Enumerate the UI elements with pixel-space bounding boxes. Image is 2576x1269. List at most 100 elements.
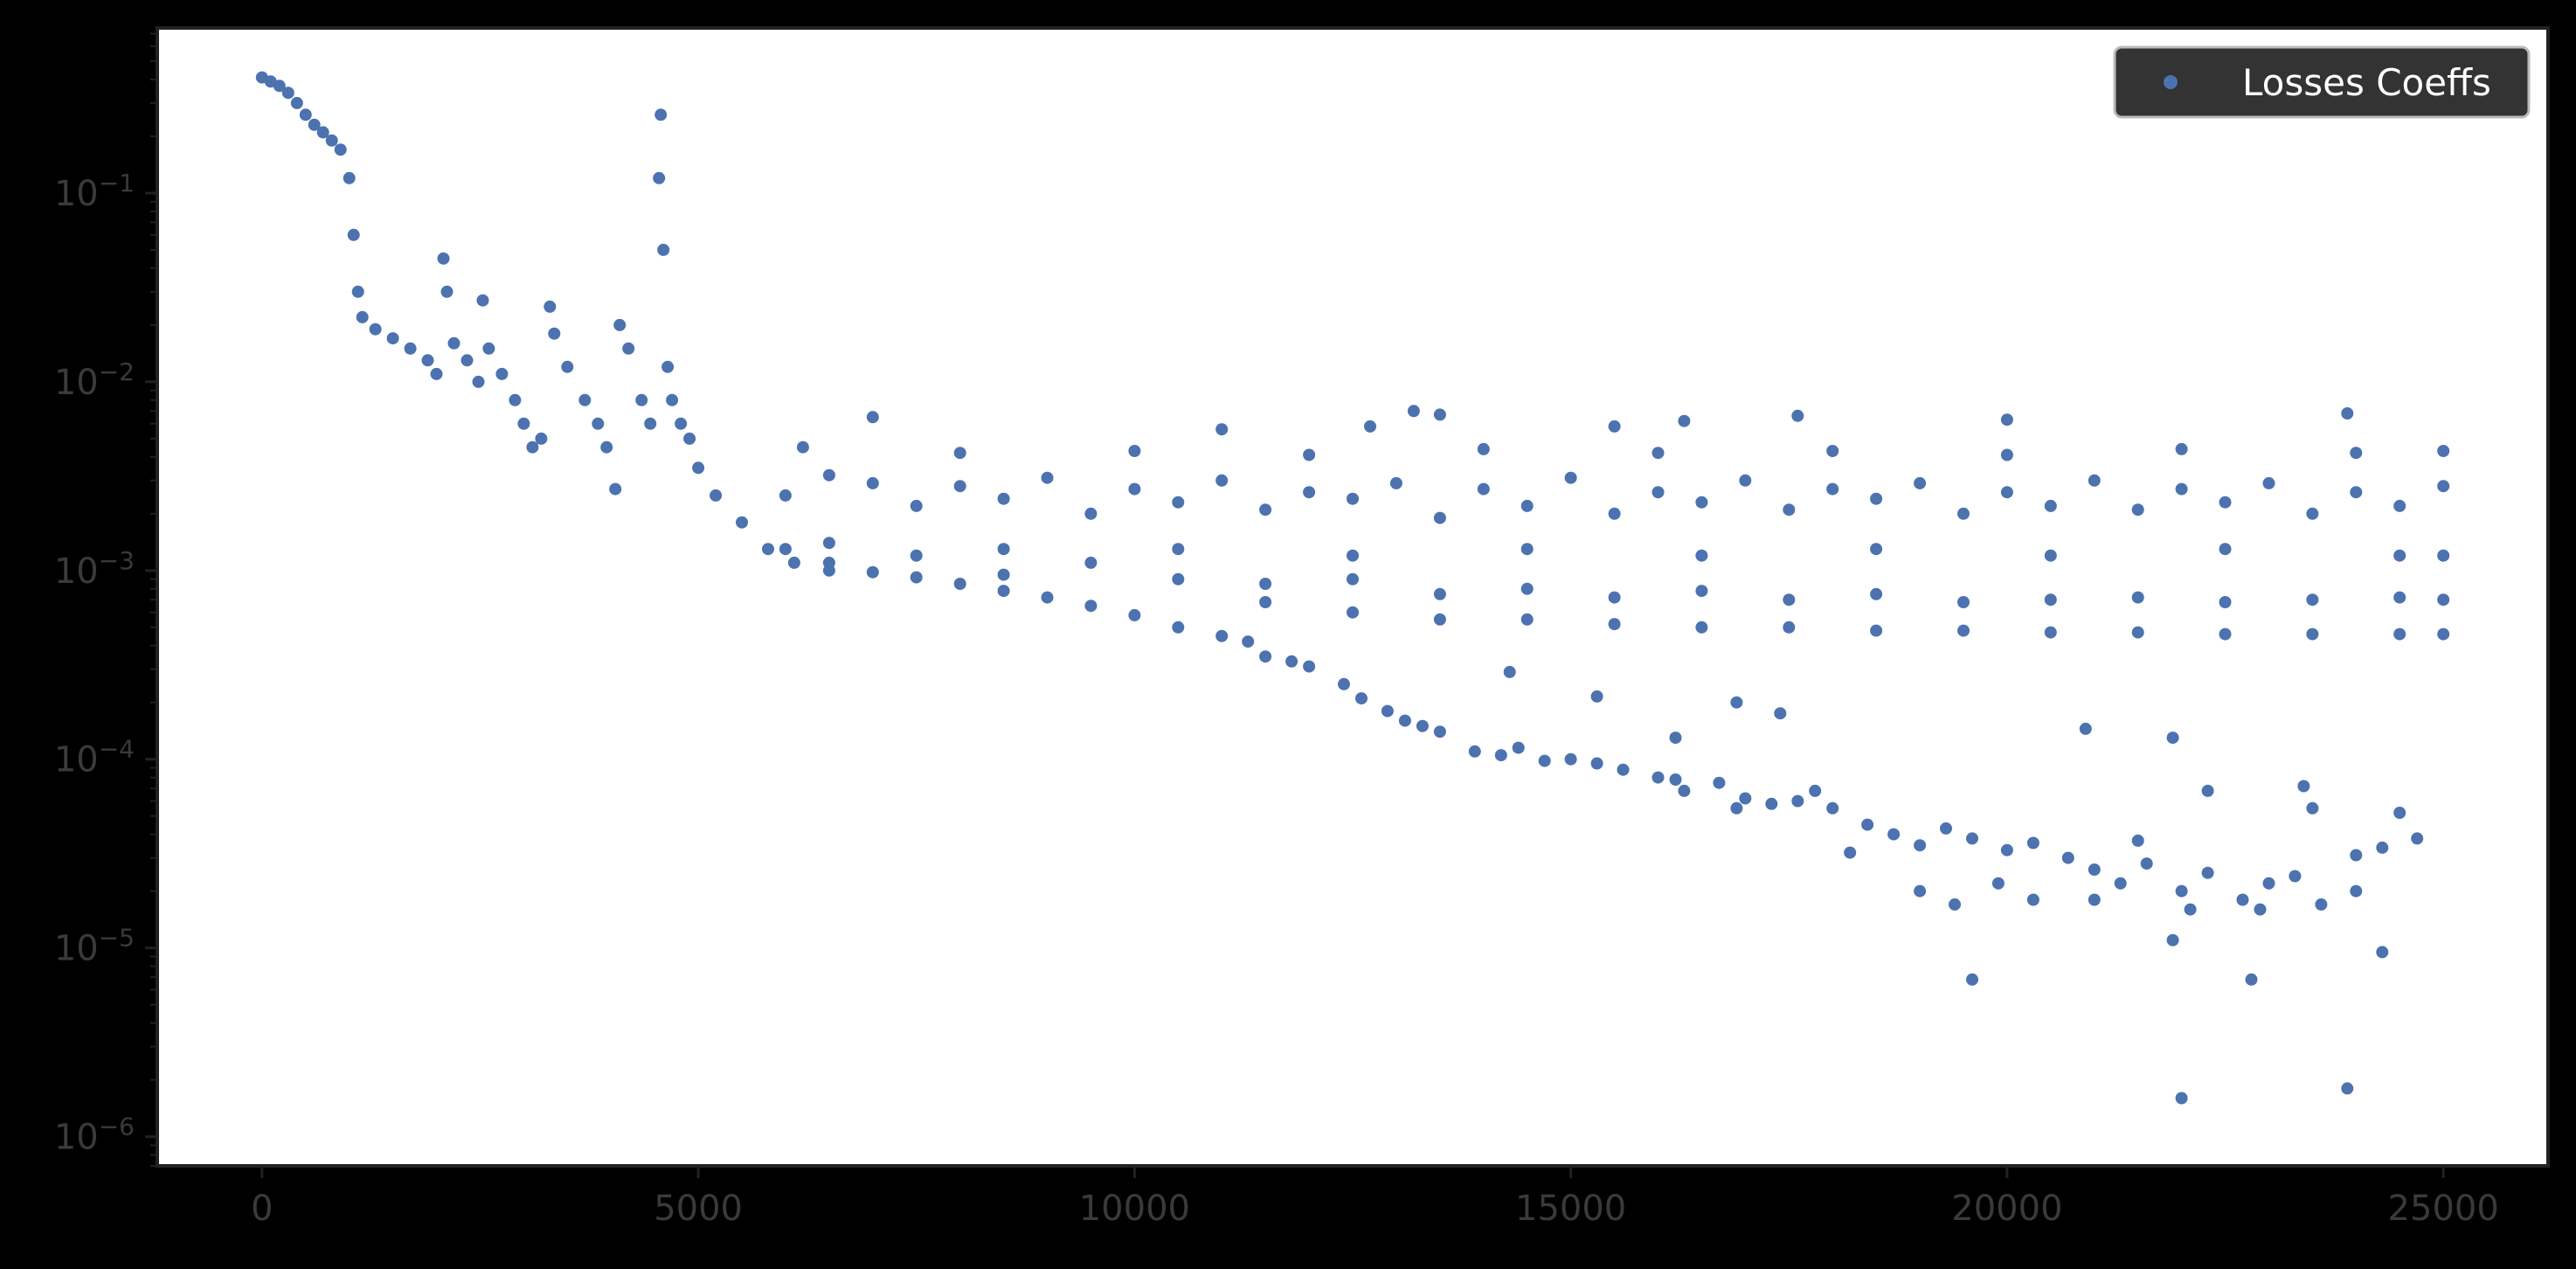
- data-point: [351, 285, 364, 298]
- data-point: [822, 537, 835, 550]
- data-point: [1826, 482, 1839, 496]
- data-point: [2376, 841, 2389, 854]
- data-point: [2175, 1092, 2188, 1105]
- data-point: [1826, 445, 1839, 457]
- data-point: [2262, 476, 2275, 489]
- y-tick-label: 10−5: [54, 924, 135, 969]
- data-point: [2411, 832, 2424, 845]
- data-point: [561, 360, 574, 373]
- data-point: [517, 417, 530, 430]
- data-point: [1084, 556, 1098, 569]
- data-point: [290, 96, 303, 109]
- data-point: [2061, 851, 2074, 864]
- data-point: [2437, 628, 2450, 641]
- data-point: [509, 393, 522, 406]
- data-point: [1128, 445, 1141, 457]
- data-point: [866, 411, 879, 424]
- data-point: [1739, 792, 1752, 805]
- data-point: [1957, 596, 1970, 608]
- data-point: [2175, 884, 2188, 898]
- data-point: [1957, 624, 1970, 637]
- data-point: [404, 342, 417, 355]
- data-point: [460, 354, 474, 367]
- data-point: [2341, 407, 2354, 420]
- data-point: [1128, 608, 1141, 621]
- data-point: [369, 322, 382, 336]
- data-point: [1259, 650, 1272, 663]
- data-point: [1608, 420, 1621, 433]
- data-point: [1590, 757, 1603, 770]
- data-point: [1303, 448, 1316, 461]
- data-point: [822, 564, 835, 577]
- data-point: [1652, 447, 1665, 460]
- data-point: [1949, 898, 1961, 911]
- data-point: [600, 440, 613, 454]
- data-point: [2201, 866, 2214, 879]
- data-point: [787, 556, 800, 569]
- data-point: [1870, 624, 1883, 637]
- data-point: [1347, 492, 1359, 505]
- data-point: [2026, 836, 2039, 849]
- x-tick-label: 15000: [1515, 1189, 1626, 1229]
- data-point: [1826, 801, 1839, 815]
- data-point: [1791, 409, 1804, 422]
- data-point: [526, 440, 539, 454]
- data-point: [2166, 933, 2179, 947]
- data-point: [1433, 511, 1446, 524]
- data-point: [953, 480, 966, 493]
- axis-tick-labels: 0 5000 10000 15000 20000 25000 10−6 10−5 10−4 10−…: [54, 169, 2499, 1229]
- data-point: [1608, 591, 1621, 604]
- data-point: [2350, 849, 2363, 862]
- data-point: [1364, 420, 1376, 433]
- data-point: [1520, 499, 1534, 512]
- axis-ticks: [145, 32, 2445, 1178]
- data-point: [2306, 801, 2319, 815]
- data-point: [1242, 635, 1255, 648]
- data-point: [2219, 596, 2232, 608]
- data-point: [1669, 773, 1682, 786]
- data-point: [1564, 752, 1577, 766]
- data-point: [1520, 613, 1534, 626]
- data-point: [1215, 629, 1229, 642]
- data-point: [2341, 1082, 2354, 1095]
- data-point: [1791, 794, 1804, 808]
- data-point: [2245, 973, 2258, 986]
- data-point: [1084, 507, 1098, 520]
- data-point: [1503, 665, 1516, 678]
- data-point: [661, 360, 675, 373]
- data-point: [2131, 503, 2144, 517]
- data-point: [1914, 476, 1927, 489]
- data-point: [1433, 613, 1446, 626]
- data-point: [953, 447, 966, 460]
- data-point: [1285, 655, 1298, 668]
- data-point: [953, 578, 966, 590]
- data-point: [1730, 801, 1743, 815]
- x-tick-label: 0: [251, 1189, 273, 1229]
- data-point: [1870, 492, 1883, 505]
- data-point: [535, 432, 548, 445]
- data-point: [1844, 846, 1857, 859]
- data-point: [2437, 593, 2450, 607]
- data-point: [1381, 704, 1394, 718]
- data-point: [2236, 893, 2249, 906]
- data-point: [1512, 741, 1525, 754]
- data-point: [1966, 832, 1978, 845]
- data-point: [592, 417, 605, 430]
- data-point: [2044, 593, 2057, 607]
- data-point: [675, 417, 688, 430]
- data-point: [281, 87, 294, 100]
- data-point: [2350, 486, 2363, 499]
- data-point: [1739, 474, 1752, 487]
- data-point: [308, 118, 321, 131]
- data-point: [1652, 486, 1665, 499]
- data-point: [2088, 474, 2101, 487]
- data-point: [997, 492, 1010, 505]
- plot-area: [156, 26, 2550, 1168]
- data-point: [1652, 771, 1665, 784]
- data-point: [692, 461, 705, 475]
- data-point: [1347, 572, 1359, 586]
- legend-marker: [2164, 75, 2178, 89]
- data-point: [299, 108, 312, 121]
- data-point: [1355, 692, 1368, 705]
- y-tick-label: 10−3: [54, 546, 135, 592]
